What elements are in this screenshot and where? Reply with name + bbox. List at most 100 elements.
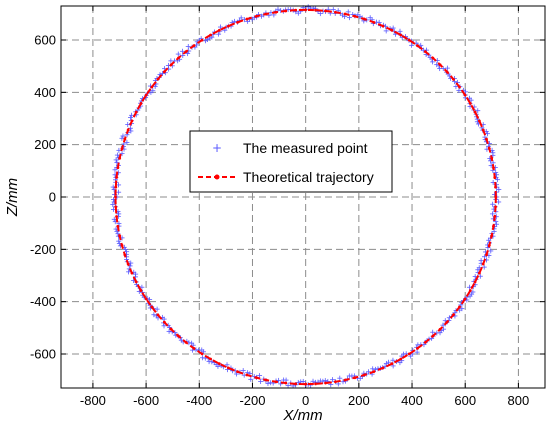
theoretical-point: [304, 8, 308, 12]
theoretical-point: [118, 156, 122, 160]
theoretical-point: [169, 63, 173, 67]
measured-point: [482, 134, 488, 140]
theoretical-point: [334, 380, 337, 384]
theoretical-point: [372, 20, 376, 24]
theoretical-point: [492, 166, 495, 170]
x-tick-label: 400: [401, 393, 423, 408]
measured-point: [175, 51, 181, 57]
measured-point: [114, 228, 120, 234]
theoretical-point: [294, 8, 298, 12]
theoretical-point: [245, 17, 249, 21]
measured-point: [475, 108, 481, 114]
measured-point: [258, 379, 264, 385]
theoretical-point: [473, 110, 477, 114]
theoretical-point: [209, 357, 212, 361]
theoretical-point: [363, 17, 366, 21]
theoretical-point: [381, 24, 385, 28]
theoretical-point: [314, 382, 318, 386]
theoretical-point: [423, 50, 427, 54]
theoretical-point: [487, 244, 491, 247]
theoretical-point: [381, 366, 385, 370]
measured-point: [122, 247, 128, 253]
x-axis-label: X/mm: [282, 407, 322, 424]
theoretical-point: [114, 185, 118, 189]
theoretical-point: [236, 20, 239, 24]
axis-ticks: [61, 6, 545, 388]
theoretical-point: [120, 147, 124, 150]
measured-point: [345, 9, 351, 15]
theoretical-point: [123, 253, 127, 257]
theoretical-point: [463, 93, 467, 97]
measured-point: [385, 359, 391, 365]
measured-point: [160, 71, 166, 77]
measured-point: [265, 380, 271, 386]
measured-point: [434, 62, 440, 68]
theoretical-point: [130, 271, 134, 275]
theoretical-point: [490, 156, 494, 160]
theoretical-point: [487, 147, 491, 150]
theoretical-point: [200, 38, 204, 42]
measured-point: [340, 379, 346, 385]
theoretical-point: [217, 362, 221, 366]
theoretical-point: [363, 373, 366, 377]
theoretical-point: [372, 370, 376, 374]
measured-point: [119, 151, 125, 157]
measured-point: [166, 328, 172, 334]
measured-point: [478, 258, 484, 264]
theoretical-point: [130, 119, 134, 123]
legend: + The measured point Theoretical traject…: [189, 130, 393, 193]
measured-point: [456, 87, 462, 93]
y-tick-label: 400: [34, 85, 56, 100]
measured-point: [489, 211, 495, 217]
theoretical-point: [494, 205, 497, 209]
x-tick-label: 800: [508, 393, 530, 408]
theoretical-point: [226, 366, 230, 370]
measured-point: [126, 269, 132, 275]
theoretical-point: [284, 381, 288, 385]
measured-point: [459, 306, 465, 312]
measured-point: [116, 238, 122, 244]
plot-border: [60, 5, 546, 389]
theoretical-point: [156, 77, 160, 81]
theoretical-point: [226, 24, 230, 28]
x-tick-label: 600: [454, 393, 476, 408]
measured-point: [496, 187, 502, 193]
measured-point: [295, 10, 301, 16]
theoretical-point: [390, 362, 394, 366]
measured-point: [317, 11, 323, 17]
measured-point: [490, 150, 496, 156]
theoretical-point: [477, 119, 481, 123]
theoretical-point: [264, 12, 268, 16]
measured-point: [470, 289, 476, 295]
theoretical-point: [493, 176, 497, 179]
y-tick-label: -600: [30, 346, 56, 361]
measured-point: [224, 362, 230, 368]
measured-point: [481, 264, 487, 270]
theoretical-point: [274, 380, 278, 384]
measured-point: [185, 43, 191, 49]
measured-point: [248, 376, 254, 382]
theoretical-point: [134, 110, 138, 114]
measured-point: [217, 24, 223, 30]
measured-point: [373, 366, 379, 372]
measured-point: [257, 373, 263, 379]
theoretical-point: [123, 137, 127, 141]
theoretical-point: [438, 63, 442, 67]
measured-point: [484, 131, 490, 137]
measured-point: [370, 366, 376, 372]
measured-point: [330, 377, 336, 383]
theoretical-point: [490, 234, 494, 238]
theoretical-point: [399, 357, 403, 361]
theoretical-point: [209, 33, 212, 37]
theoretical-point: [114, 195, 117, 199]
y-axis-label: Z/mm: [4, 178, 21, 217]
theoretical-point: [120, 244, 124, 247]
theoretical-point: [493, 215, 497, 218]
measured-point: [390, 357, 396, 363]
theoretical-point: [116, 224, 120, 228]
measured-point: [168, 58, 174, 64]
theoretical-point: [416, 44, 419, 48]
theoretical-point: [150, 85, 154, 89]
theoretical-point: [473, 280, 477, 284]
